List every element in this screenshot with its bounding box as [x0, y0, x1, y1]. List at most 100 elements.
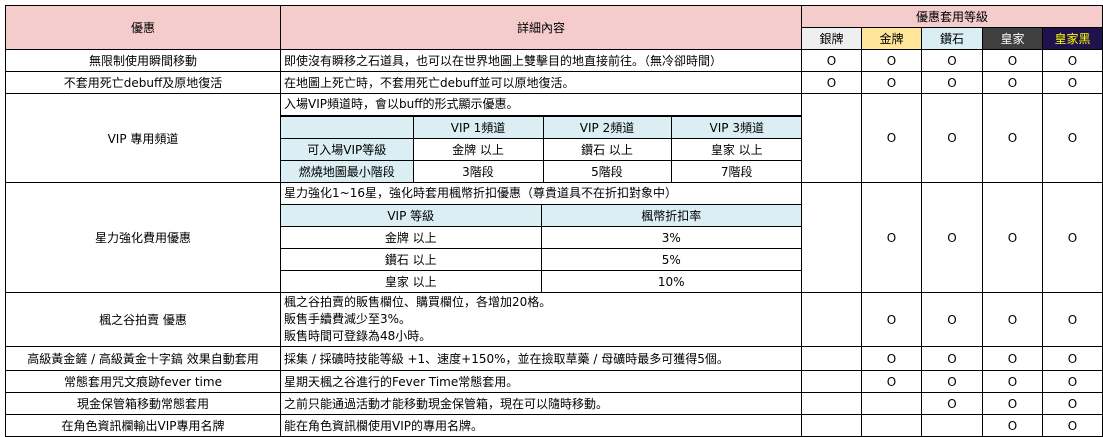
tier-header-3: 皇家 — [982, 27, 1043, 50]
benefit-detail: 入場VIP頻道時，會以buff的形式顯示優惠。 VIP 1頻道 VIP 2頻道 VIP… — [280, 93, 802, 183]
subtable-header: VIP 等級 — [281, 205, 542, 227]
tier-mark-0 — [801, 182, 862, 293]
tier-header-0: 銀牌 — [801, 27, 862, 50]
tier-mark-3: O — [982, 71, 1043, 94]
benefit-detail: 即使沒有瞬移之石道具，也可以在世界地圖上雙擊目的地直接前往。（無冷卻時間） — [280, 49, 802, 72]
tier-mark-3: O — [982, 370, 1043, 393]
subtable-cell: 皇家 以上 — [281, 270, 542, 292]
tier-mark-3: O — [982, 93, 1043, 183]
detail-line: 販售時間可登錄為48小時。 — [284, 329, 432, 343]
table-row: VIP 專用頻道 入場VIP頻道時，會以buff的形式顯示優惠。 VIP 1頻道 VI… — [5, 93, 1103, 183]
benefit-name: 現金保管箱移動常態套用 — [5, 392, 281, 415]
table-row: 不套用死亡debuff及原地復活 在地圖上死亡時，不套用死亡debuff並可以原地… — [5, 71, 1103, 94]
subtable-cell: 10% — [540, 270, 801, 292]
benefit-detail: 採集 / 採礦時技能等級 +1、速度+150%，並在撿取草藥 / 母礦時最多可獲… — [280, 346, 802, 371]
tier-header-2: 鑽石 — [921, 27, 983, 50]
tier-mark-4: O — [1041, 370, 1103, 393]
tier-mark-1: O — [861, 71, 922, 94]
subtable-header: VIP 2頻道 — [542, 116, 672, 139]
tier-mark-2: O — [921, 292, 983, 347]
subtable-cell: 金牌 以上 — [281, 226, 542, 249]
benefit-name: 高級黃金鏟 / 高級黃金十字鎬 效果自動套用 — [5, 346, 281, 371]
tier-mark-2: O — [921, 49, 983, 72]
subtable-cell: 燃燒地圖最小階段 — [281, 160, 414, 182]
benefit-detail: 楓之谷拍賣的販售欄位、購買欄位，各增加20格。 販售手續費減少至3%。販售時間可登… — [280, 292, 802, 347]
detail-subtable: VIP 等級 楓幣折扣率 金牌 以上 3% 鑽石 以上 5% 皇家 以上 10% — [281, 205, 801, 292]
table-row: 常態套用咒文痕跡fever time 星期天楓之谷進行的Fever Time常態套… — [5, 370, 1103, 393]
tier-mark-0 — [801, 370, 862, 393]
tier-mark-4: O — [1041, 49, 1103, 72]
tier-mark-1: O — [861, 182, 922, 293]
subtable-cell: 5% — [540, 248, 801, 271]
benefit-name: 常態套用咒文痕跡fever time — [5, 370, 281, 393]
table-row: 星力強化費用優惠 星力強化1~16星，強化時套用楓幣折扣優惠（尊貴道具不在折扣對象… — [5, 182, 1103, 293]
vip-benefits-table: 優惠 詳細內容 優惠套用等級 銀牌 金牌 鑽石 皇家 皇家黑 無限制使用瞬間移動 即使沒有… — [5, 5, 1103, 437]
tier-mark-4: O — [1041, 346, 1103, 371]
tier-mark-4: O — [1041, 292, 1103, 347]
benefit-detail: 星力強化1~16星，強化時套用楓幣折扣優惠（尊貴道具不在折扣對象中） VIP 等級… — [280, 182, 802, 293]
benefit-detail: 能在角色資訊欄使用VIP的專用名牌。 — [280, 414, 802, 437]
subtable-cell: 7階段 — [670, 160, 801, 182]
tier-header-1: 金牌 — [861, 27, 922, 50]
benefit-name: VIP 專用頻道 — [5, 93, 281, 183]
subtable-cell: 可入場VIP等級 — [281, 138, 414, 161]
tier-mark-2: O — [921, 93, 983, 183]
tier-mark-3: O — [982, 182, 1043, 293]
tier-mark-2: O — [921, 370, 983, 393]
tier-mark-0: O — [801, 71, 862, 94]
tier-mark-0 — [801, 392, 862, 415]
table-row: 在角色資訊欄輸出VIP專用名牌 能在角色資訊欄使用VIP的專用名牌。 O O — [5, 414, 1103, 437]
tier-mark-0: O — [801, 49, 862, 72]
subtable-header: VIP 1頻道 — [412, 116, 544, 139]
benefit-name: 楓之谷拍賣 優惠 — [5, 292, 281, 347]
header-detail: 詳細內容 — [280, 5, 802, 50]
benefit-detail: 在地圖上死亡時，不套用死亡debuff並可以原地復活。 — [280, 71, 802, 94]
tier-mark-0 — [801, 292, 862, 347]
benefit-name: 星力強化費用優惠 — [5, 182, 281, 293]
tier-mark-1 — [861, 392, 922, 415]
subtable-cell: 金牌 以上 — [412, 138, 544, 161]
detail-line: 楓之谷拍賣的販售欄位、購買欄位，各增加20格。 — [284, 295, 552, 309]
tier-mark-3: O — [982, 392, 1043, 415]
header-tiers-title: 優惠套用等級 — [800, 5, 1103, 28]
tier-mark-4: O — [1041, 414, 1103, 437]
tier-mark-0 — [801, 414, 862, 437]
tier-mark-2: O — [921, 392, 983, 415]
tier-mark-2: O — [921, 346, 983, 371]
detail-subtable: VIP 1頻道 VIP 2頻道 VIP 3頻道 可入場VIP等級 金牌 以上 鑽石 以上皇… — [281, 116, 801, 182]
tier-mark-4: O — [1041, 182, 1103, 293]
subtable-cell: 鑽石 以上 — [542, 138, 672, 161]
detail-line: 星力強化1~16星，強化時套用楓幣折扣優惠（尊貴道具不在折扣對象中） — [281, 184, 801, 205]
benefit-name: 無限制使用瞬間移動 — [5, 49, 281, 72]
header-benefit: 優惠 — [5, 5, 281, 50]
tier-mark-4: O — [1041, 93, 1103, 183]
subtable-cell: 3階段 — [412, 160, 544, 182]
tier-mark-1: O — [861, 292, 922, 347]
subtable-cell: 5階段 — [542, 160, 672, 182]
tier-mark-4: O — [1041, 392, 1103, 415]
tier-mark-2: O — [921, 71, 983, 94]
table-row: 楓之谷拍賣 優惠 楓之谷拍賣的販售欄位、購買欄位，各增加20格。 販售手續費減少至3… — [5, 292, 1103, 347]
tier-header-4: 皇家黑 — [1041, 27, 1103, 50]
table-row: 高級黃金鏟 / 高級黃金十字鎬 效果自動套用 採集 / 採礦時技能等級 +1、速度… — [5, 346, 1103, 371]
tier-mark-0 — [801, 346, 862, 371]
subtable-header: VIP 3頻道 — [670, 116, 801, 139]
tier-mark-2 — [921, 414, 983, 437]
tier-mark-0 — [801, 93, 862, 183]
detail-line: 販售手續費減少至3%。 — [284, 312, 412, 326]
tier-mark-1: O — [861, 346, 922, 371]
benefit-name: 不套用死亡debuff及原地復活 — [5, 71, 281, 94]
subtable-cell: 3% — [540, 226, 801, 249]
tier-mark-4: O — [1041, 71, 1103, 94]
tier-mark-2: O — [921, 182, 983, 293]
tier-mark-1: O — [861, 93, 922, 183]
table-row: 無限制使用瞬間移動 即使沒有瞬移之石道具，也可以在世界地圖上雙擊目的地直接前往。（… — [5, 49, 1103, 72]
table-row: 現金保管箱移動常態套用 之前只能通過活動才能移動現金保管箱，現在可以隨時移動。 O O… — [5, 392, 1103, 415]
tier-mark-3: O — [982, 292, 1043, 347]
tier-mark-3: O — [982, 49, 1043, 72]
benefit-detail: 星期天楓之谷進行的Fever Time常態套用。 — [280, 370, 802, 393]
detail-line: 入場VIP頻道時，會以buff的形式顯示優惠。 — [281, 95, 801, 116]
subtable-cell: 鑽石 以上 — [281, 248, 542, 271]
benefit-detail: 之前只能通過活動才能移動現金保管箱，現在可以隨時移動。 — [280, 392, 802, 415]
tier-mark-3: O — [982, 346, 1043, 371]
